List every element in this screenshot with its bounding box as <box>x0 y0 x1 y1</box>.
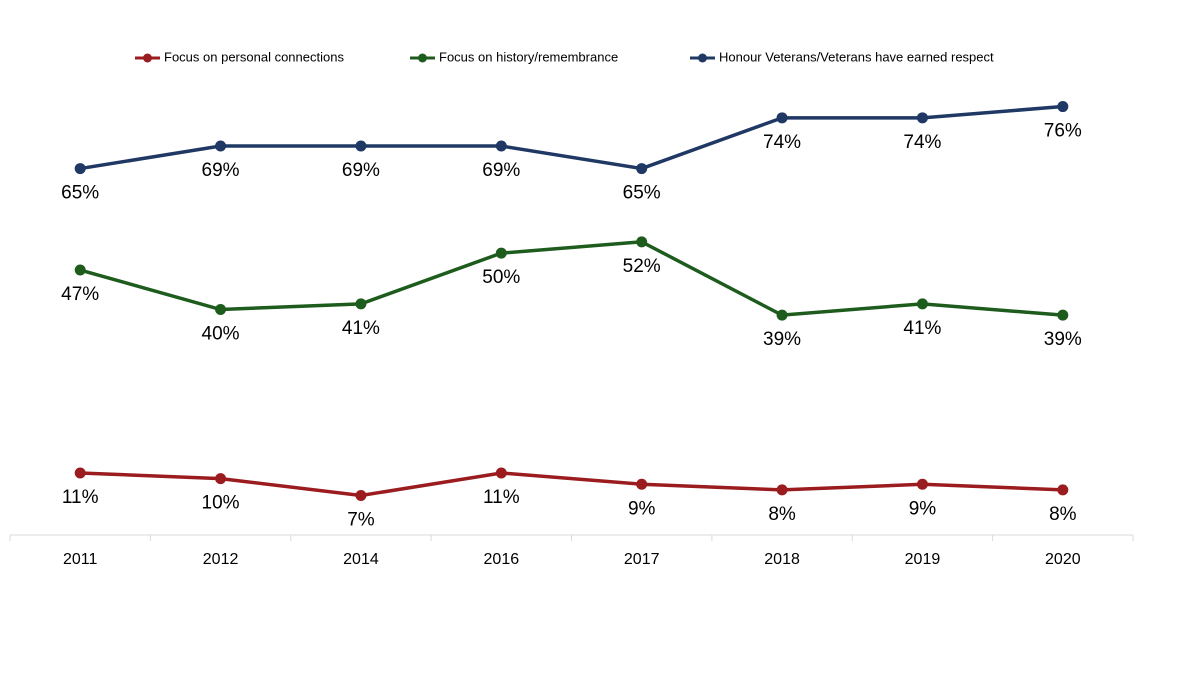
legend-label: Honour Veterans/Veterans have earned res… <box>719 49 994 64</box>
data-point <box>495 467 507 479</box>
data-label: 74% <box>903 132 941 153</box>
data-label: 39% <box>763 329 801 350</box>
data-label: 52% <box>623 256 661 277</box>
data-label: 65% <box>61 183 99 204</box>
data-label: 11% <box>483 487 520 508</box>
legend-marker <box>418 53 427 63</box>
data-point <box>776 112 788 124</box>
data-label: 41% <box>903 318 941 339</box>
data-label: 50% <box>482 267 520 288</box>
data-label: 76% <box>1044 121 1082 142</box>
series-line <box>79 104 1063 171</box>
data-point <box>916 298 928 310</box>
data-point <box>1057 484 1069 496</box>
data-label: 41% <box>342 318 380 339</box>
series-line <box>80 471 1063 498</box>
data-label: 8% <box>1049 504 1077 525</box>
x-tick-label: 2019 <box>905 551 941 568</box>
legend-marker <box>698 53 707 63</box>
data-point <box>215 473 227 485</box>
x-tick-label: 2017 <box>624 551 660 568</box>
data-label: 8% <box>768 504 796 525</box>
data-point <box>74 163 86 175</box>
data-label: 10% <box>202 493 240 514</box>
data-label: 74% <box>763 132 801 153</box>
x-tick-label: 2016 <box>484 551 520 568</box>
legend-marker <box>143 53 152 63</box>
data-point <box>74 264 86 276</box>
data-point <box>916 478 928 490</box>
data-point <box>776 484 788 496</box>
data-point <box>636 236 648 248</box>
data-label: 47% <box>61 284 99 305</box>
data-label: 39% <box>1044 329 1082 350</box>
x-tick-label: 2020 <box>1045 551 1081 568</box>
x-tick-label: 2012 <box>203 551 239 568</box>
data-label: 11% <box>62 487 99 508</box>
x-tick-label: 2018 <box>764 551 800 568</box>
data-point <box>495 247 507 259</box>
data-point <box>636 163 648 175</box>
data-point <box>916 112 928 124</box>
data-label: 7% <box>347 510 375 531</box>
data-label: 9% <box>909 498 937 519</box>
data-label: 40% <box>202 324 240 345</box>
legend-label: Focus on personal connections <box>164 49 344 64</box>
series-line <box>79 240 1063 317</box>
data-point <box>355 298 367 310</box>
data-label: 65% <box>623 183 661 204</box>
data-point <box>776 309 788 321</box>
data-point <box>74 467 86 479</box>
legend-label: Focus on history/remembrance <box>439 49 618 64</box>
data-label: 69% <box>482 160 520 181</box>
data-point <box>1057 309 1069 321</box>
data-label: 69% <box>202 160 240 181</box>
data-point <box>495 140 507 152</box>
data-point <box>355 490 367 502</box>
x-tick-label: 2014 <box>343 551 379 568</box>
data-point <box>355 140 367 152</box>
data-point <box>636 478 648 490</box>
data-point <box>215 304 227 315</box>
data-label: 69% <box>342 160 380 181</box>
data-label: 9% <box>628 498 656 519</box>
x-tick-label: 2011 <box>63 551 98 568</box>
data-point <box>1057 101 1069 113</box>
data-point <box>215 140 227 152</box>
